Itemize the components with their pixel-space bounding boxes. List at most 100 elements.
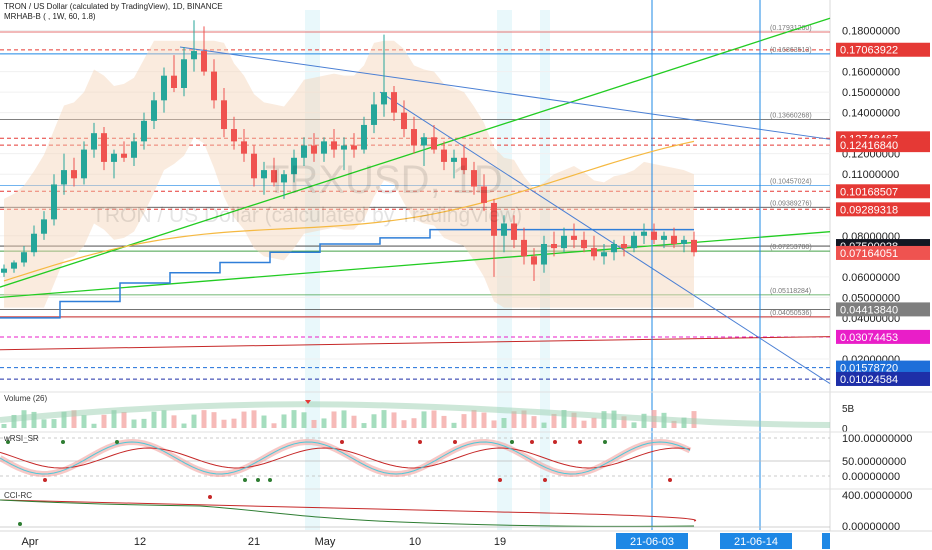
rsi-signal-dot [115, 440, 119, 444]
volume-bar [91, 423, 97, 428]
volume-bar [391, 412, 397, 428]
candle-body [251, 153, 257, 179]
candle-body [521, 239, 527, 257]
volume-bar [211, 412, 217, 428]
fib-label: (0.05118284) [770, 288, 811, 295]
volume-bar [541, 422, 547, 428]
volume-bar [511, 411, 517, 428]
candle-body [321, 141, 327, 154]
price-label-bg [836, 42, 930, 57]
chart-title: TRON / US Dollar (calculated by TradingV… [4, 2, 223, 11]
price-label: 0.01578720 [836, 360, 930, 375]
candle-body [161, 75, 167, 101]
candle-body [21, 252, 27, 263]
candle-body [491, 202, 497, 236]
volume-bar [381, 410, 387, 428]
price-label-text: 0.01024584 [840, 374, 898, 386]
price-label: 0.10168507 [836, 184, 930, 199]
volume-bar [351, 415, 357, 428]
volume-bar [361, 423, 367, 428]
price-label-bg [836, 184, 930, 199]
volume-bar [261, 415, 267, 428]
price-label-bg [836, 371, 930, 386]
candle-body [131, 141, 137, 158]
candle-body [421, 137, 427, 146]
candle-body [601, 252, 607, 257]
volume-bar [621, 416, 627, 428]
candle-body [621, 244, 627, 249]
candle-body [611, 244, 617, 253]
volume-bar [591, 417, 597, 428]
candle-body [111, 153, 117, 162]
volume-bar [251, 410, 257, 428]
volume-bar [371, 414, 377, 428]
price-label: 0.07164051 [836, 245, 930, 260]
volume-bar [51, 419, 57, 428]
fib-label: (0.09389276) [770, 200, 812, 207]
volume-bar [41, 419, 47, 428]
price-label-bg [836, 138, 930, 153]
fib-label: (0.17931260) [770, 25, 812, 32]
candle-body [81, 149, 87, 179]
volume-bar [271, 423, 277, 428]
fib-label: (0.10457024) [770, 178, 812, 185]
volume-bar [421, 411, 427, 428]
cci-signal-line [0, 499, 697, 522]
trend-line-blue [379, 91, 831, 384]
fib-label: (0.13660268) [770, 113, 812, 120]
candle-body [151, 100, 157, 121]
volume-bar [291, 410, 297, 428]
x-highlight-bg [720, 533, 792, 549]
volume-bar [311, 419, 317, 428]
candle-body [571, 235, 577, 240]
price-label-text: 0.03074453 [840, 332, 898, 344]
candle-body [211, 71, 217, 101]
y-tick-label: 0.14000000 [842, 108, 900, 120]
rsi-signal-dot [510, 440, 514, 444]
x-tick-label: 12 [134, 536, 146, 548]
price-label-text: 0.09289318 [840, 204, 898, 216]
candle-body [551, 244, 557, 249]
x-tick-label: 21 [248, 536, 260, 548]
volume-bar [461, 414, 467, 428]
candle-body [661, 235, 667, 240]
candle-body [171, 75, 177, 88]
step-line [0, 228, 694, 319]
rsi-signal-dot [256, 478, 260, 482]
candle-body [651, 231, 657, 240]
volume-bar [601, 411, 607, 428]
rsi-signal-dot [418, 440, 422, 444]
volume-bar [521, 410, 527, 428]
rsi-signal-dot [6, 440, 10, 444]
price-label-text: 0.17063922 [840, 45, 898, 57]
rsi-signal-dot [668, 478, 672, 482]
candle-body [581, 239, 587, 249]
volume-bar [301, 412, 307, 428]
candle-body [11, 262, 17, 269]
candle-body [331, 141, 337, 150]
indicator-title: MRHAB-B ( , 1W, 60, 1.8) [4, 12, 96, 21]
candle-body [511, 223, 517, 240]
volume-bar [341, 410, 347, 428]
candle-body [561, 235, 567, 249]
volume-bar [671, 420, 677, 428]
price-label: 0.04413840 [836, 302, 930, 317]
cci-dot [208, 495, 212, 499]
price-label-bg [836, 329, 930, 344]
volume-bar [501, 418, 507, 428]
wrsi-axis-label: 50.00000000 [842, 456, 906, 468]
candle-body [221, 100, 227, 130]
rsi-signal-dot [603, 440, 607, 444]
price-label-bg [836, 245, 930, 260]
candle-body [261, 170, 267, 179]
rsi-signal-dot [498, 478, 502, 482]
cci-line [0, 499, 695, 527]
candle-body [121, 153, 127, 158]
candle-body [371, 104, 377, 125]
candle-body [91, 133, 97, 150]
highlight-column [540, 10, 550, 530]
rsi-signal-dot [530, 440, 534, 444]
candle-body [531, 256, 537, 265]
fib-label: (0.16863513) [770, 47, 812, 54]
